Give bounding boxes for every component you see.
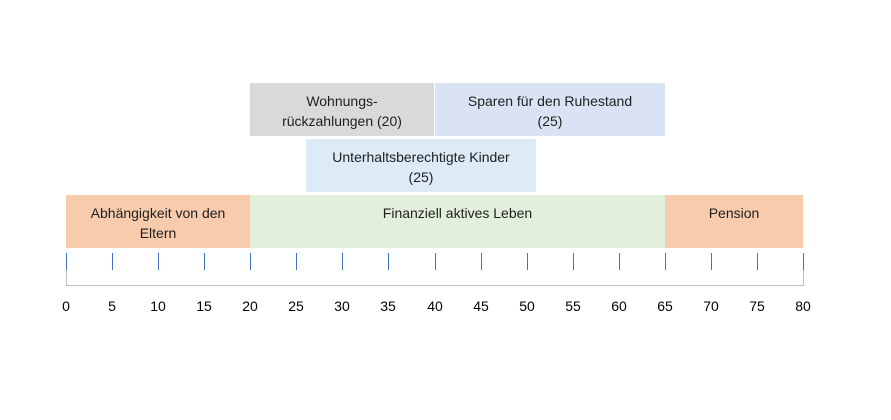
axis-tick-label: 70 [703, 298, 719, 314]
axis-tick [296, 253, 297, 270]
stage-label: Abhängigkeit von den Eltern [90, 205, 226, 241]
axis-tick [158, 253, 159, 270]
axis-tick-label: 10 [150, 298, 166, 314]
axis-tick [388, 253, 389, 270]
stage-label: Finanziell aktives Leben [382, 205, 533, 221]
stage-block-unterhalt: Unterhaltsberechtigte Kinder (25) [306, 139, 536, 192]
axis-tick [481, 253, 482, 270]
axis-tick [66, 253, 67, 270]
axis-tick [619, 253, 620, 270]
axis-tick-label: 15 [196, 298, 212, 314]
axis-tick-label: 25 [288, 298, 304, 314]
axis-tick-label: 5 [108, 298, 116, 314]
stage-block-wohnung: Wohnungs- rückzahlungen (20) [250, 83, 434, 136]
stage-label: Wohnungs- rückzahlungen (20) [282, 93, 402, 129]
axis-tick [342, 253, 343, 270]
axis-tick-label: 30 [334, 298, 350, 314]
axis-tick-label: 50 [519, 298, 535, 314]
axis-tick [803, 253, 804, 270]
stage-label: Sparen für den Ruhestand (25) [467, 93, 633, 129]
axis-tick [573, 253, 574, 270]
axis-tick [204, 253, 205, 270]
axis-tick-label: 60 [611, 298, 627, 314]
axis-tick [112, 253, 113, 270]
stage-block-pension: Pension [665, 195, 803, 248]
axis-tick-label: 20 [242, 298, 258, 314]
axis-tick [711, 253, 712, 270]
axis-tick-label: 80 [795, 298, 811, 314]
axis-tick-label: 40 [427, 298, 443, 314]
axis-tick [757, 253, 758, 270]
axis-tick-label: 0 [62, 298, 70, 314]
stage-label: Pension [708, 205, 760, 221]
axis-tick-label: 75 [749, 298, 765, 314]
stage-block-abhaengigkeit: Abhängigkeit von den Eltern [66, 195, 250, 248]
axis-tick-label: 45 [473, 298, 489, 314]
axis-tick-label: 35 [380, 298, 396, 314]
axis-tick [527, 253, 528, 270]
stage-label: Unterhaltsberechtigte Kinder (25) [332, 149, 510, 185]
axis-tick [250, 253, 251, 270]
stage-block-finanziell-aktiv: Finanziell aktives Leben [250, 195, 665, 248]
axis-tick [435, 253, 436, 270]
axis-tick-label: 65 [657, 298, 673, 314]
axis-tick-label: 55 [565, 298, 581, 314]
axis-tick [665, 253, 666, 270]
stage-block-sparen: Sparen für den Ruhestand (25) [435, 83, 665, 136]
